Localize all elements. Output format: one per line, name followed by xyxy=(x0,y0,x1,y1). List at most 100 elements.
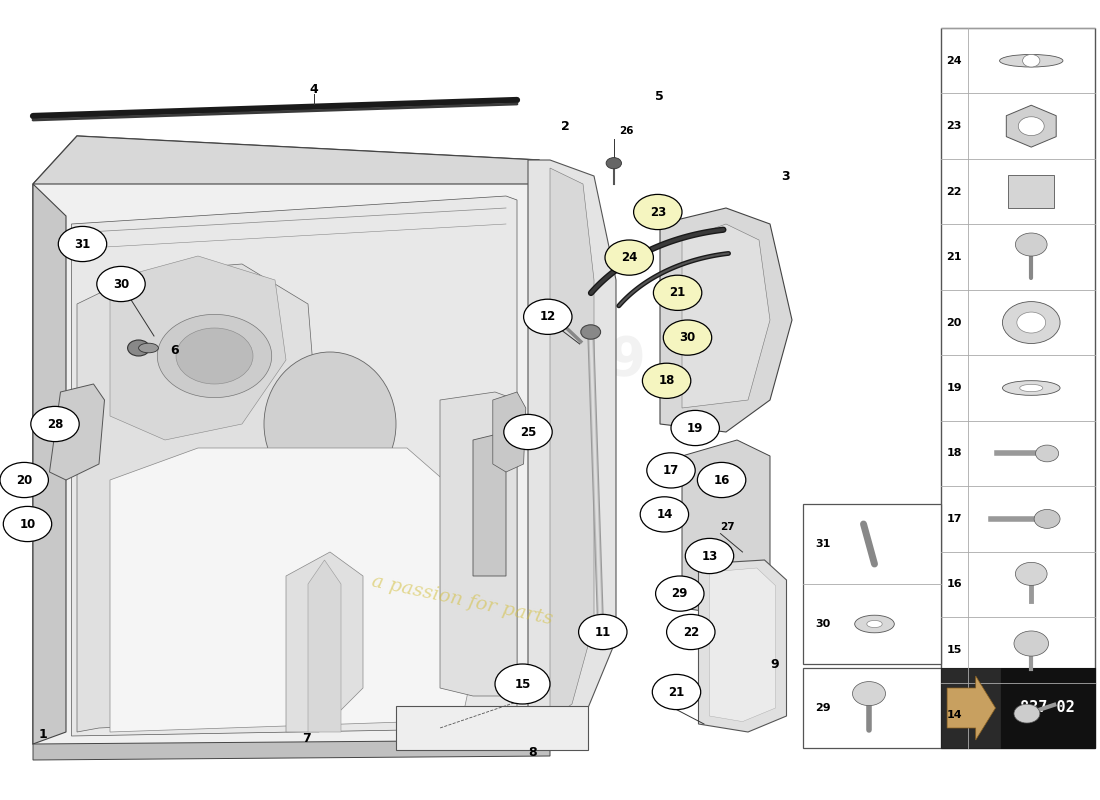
Circle shape xyxy=(656,576,704,611)
Text: 18: 18 xyxy=(659,374,674,387)
Text: 15: 15 xyxy=(515,678,530,690)
Text: 11: 11 xyxy=(595,626,610,638)
Polygon shape xyxy=(1009,175,1054,208)
Text: 31: 31 xyxy=(75,238,90,250)
Circle shape xyxy=(605,240,653,275)
Text: 7: 7 xyxy=(302,733,311,746)
Circle shape xyxy=(652,674,701,710)
Text: 12: 12 xyxy=(540,310,556,323)
Text: 25: 25 xyxy=(520,426,536,438)
Polygon shape xyxy=(50,384,104,480)
Text: 21: 21 xyxy=(669,686,684,698)
Polygon shape xyxy=(72,196,517,736)
Text: 24: 24 xyxy=(621,251,637,264)
Text: 19: 19 xyxy=(946,383,962,393)
Text: 14: 14 xyxy=(657,508,672,521)
Circle shape xyxy=(3,506,52,542)
Polygon shape xyxy=(682,224,770,408)
Circle shape xyxy=(667,614,715,650)
Text: a passion for parts: a passion for parts xyxy=(370,572,554,628)
Circle shape xyxy=(1002,302,1060,343)
Circle shape xyxy=(653,275,702,310)
Circle shape xyxy=(0,462,48,498)
Polygon shape xyxy=(33,184,66,744)
Circle shape xyxy=(581,325,601,339)
Text: 22: 22 xyxy=(946,186,962,197)
Polygon shape xyxy=(473,432,506,576)
Polygon shape xyxy=(698,560,786,732)
Circle shape xyxy=(1014,704,1040,723)
Polygon shape xyxy=(286,552,363,732)
Circle shape xyxy=(606,158,621,169)
Text: 23: 23 xyxy=(650,206,666,218)
Text: 30: 30 xyxy=(113,278,129,290)
Text: 20: 20 xyxy=(16,474,32,486)
Ellipse shape xyxy=(867,621,882,627)
Text: 16: 16 xyxy=(946,579,962,590)
Text: 837 02: 837 02 xyxy=(1021,701,1075,715)
Circle shape xyxy=(524,299,572,334)
Text: 31: 31 xyxy=(815,539,830,549)
Circle shape xyxy=(585,620,607,636)
Text: 10: 10 xyxy=(20,518,35,530)
Circle shape xyxy=(1035,445,1058,462)
Text: 21: 21 xyxy=(946,252,962,262)
Polygon shape xyxy=(493,392,526,472)
Polygon shape xyxy=(33,136,550,748)
Circle shape xyxy=(671,410,719,446)
Text: 17: 17 xyxy=(663,464,679,477)
Circle shape xyxy=(495,664,550,704)
Bar xyxy=(396,706,588,750)
Bar xyxy=(940,668,1001,748)
Text: 29: 29 xyxy=(672,587,688,600)
Text: 17: 17 xyxy=(946,514,962,524)
Ellipse shape xyxy=(1020,384,1043,392)
Circle shape xyxy=(1015,562,1047,586)
Circle shape xyxy=(579,614,627,650)
Ellipse shape xyxy=(855,615,894,633)
Text: 23: 23 xyxy=(947,121,961,131)
Text: 8: 8 xyxy=(528,746,537,759)
Polygon shape xyxy=(110,256,286,440)
Circle shape xyxy=(18,470,44,490)
Circle shape xyxy=(697,462,746,498)
Circle shape xyxy=(634,194,682,230)
Text: 15: 15 xyxy=(947,645,961,655)
Bar xyxy=(803,668,940,748)
Circle shape xyxy=(31,406,79,442)
Circle shape xyxy=(663,320,712,355)
Text: 4: 4 xyxy=(309,83,318,96)
Text: 6: 6 xyxy=(170,344,179,357)
Polygon shape xyxy=(77,264,319,732)
Ellipse shape xyxy=(1002,381,1060,395)
Polygon shape xyxy=(682,440,770,616)
Text: 20: 20 xyxy=(947,318,961,327)
Text: 24: 24 xyxy=(946,56,962,66)
Circle shape xyxy=(1019,117,1044,136)
Polygon shape xyxy=(710,568,776,722)
Circle shape xyxy=(1015,233,1047,256)
Text: 18: 18 xyxy=(946,449,962,458)
Text: 9 8 5: 9 8 5 xyxy=(608,334,756,386)
Circle shape xyxy=(128,340,150,356)
Bar xyxy=(940,28,1094,748)
Text: 13: 13 xyxy=(702,550,717,562)
Text: 2: 2 xyxy=(561,119,570,133)
Polygon shape xyxy=(528,160,616,732)
Circle shape xyxy=(1014,631,1048,656)
Circle shape xyxy=(58,226,107,262)
Circle shape xyxy=(640,497,689,532)
Circle shape xyxy=(852,682,886,706)
Bar xyxy=(803,504,940,664)
Text: 28: 28 xyxy=(47,418,63,430)
Text: 21: 21 xyxy=(670,286,685,299)
Circle shape xyxy=(157,314,272,398)
Ellipse shape xyxy=(139,343,158,353)
Text: 3: 3 xyxy=(781,170,790,183)
Circle shape xyxy=(23,511,47,529)
Circle shape xyxy=(549,311,562,321)
Text: 30: 30 xyxy=(815,619,830,629)
Ellipse shape xyxy=(264,352,396,496)
Text: 27: 27 xyxy=(720,522,735,531)
Text: 16: 16 xyxy=(714,474,729,486)
